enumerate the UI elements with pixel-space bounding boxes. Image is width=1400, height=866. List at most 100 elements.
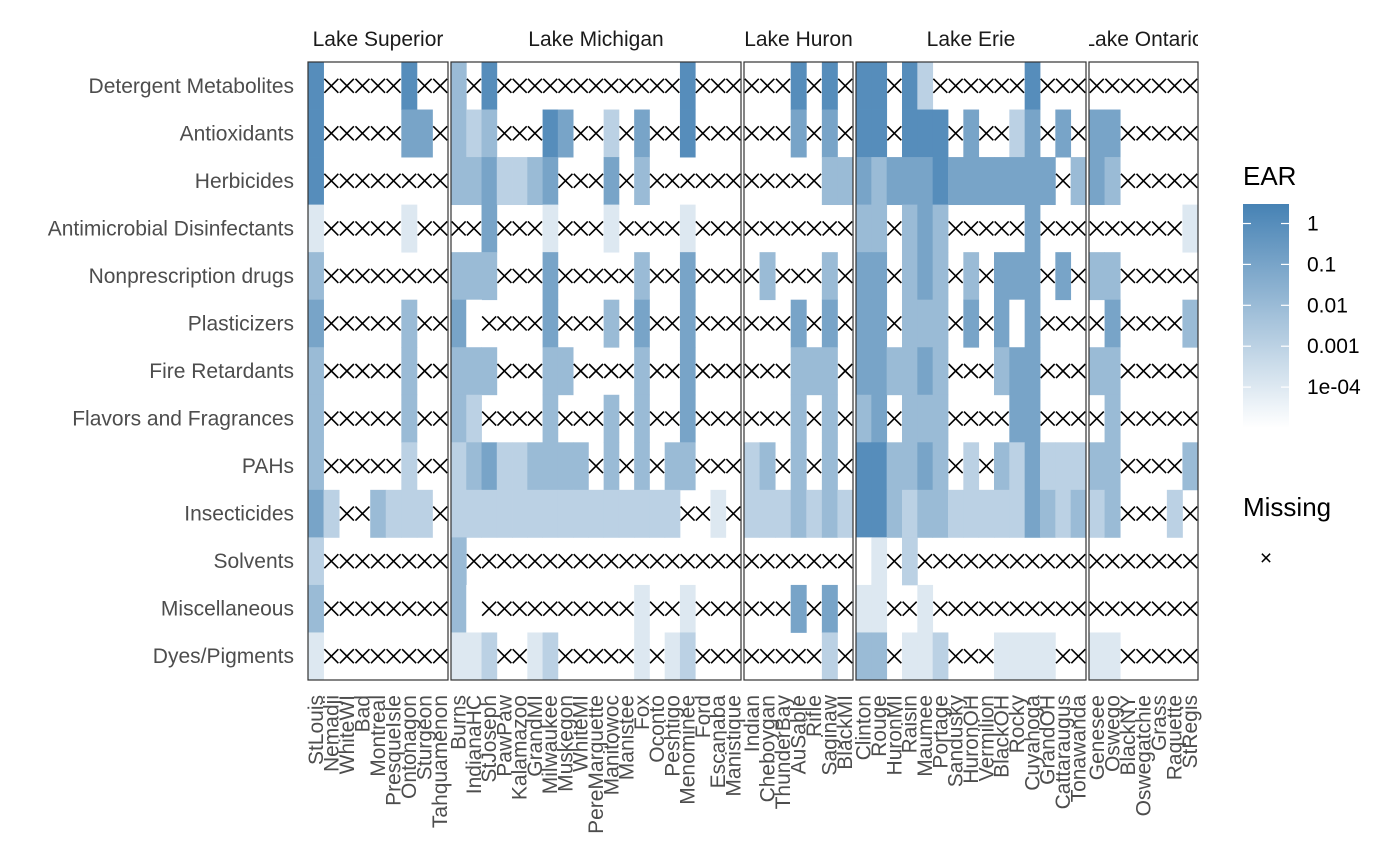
missing-stroke-b bbox=[385, 268, 402, 284]
missing-stroke-b bbox=[432, 363, 448, 379]
missing-mark-tahquamenon-pahs bbox=[432, 458, 448, 474]
panel-border-lake-erie bbox=[855, 61, 1087, 681]
cell-lake-michigan-fox-pahs bbox=[634, 442, 650, 491]
cell-lake-michigan-burns-pahs bbox=[451, 442, 467, 491]
missing-mark-manistique-miscellaneous bbox=[725, 601, 741, 617]
missing-stroke-b bbox=[432, 268, 448, 284]
missing-mark-grandoh-antioxidants bbox=[1040, 125, 1056, 141]
missing-mark-grandmi-fire-retardants bbox=[527, 363, 543, 379]
cell-lake-erie-clinton-pahs bbox=[856, 442, 872, 491]
missing-mark-fox-detergent-metabolites bbox=[634, 78, 650, 94]
missing-stroke-b bbox=[806, 601, 822, 617]
missing-mark-oswegatchie-herbicides bbox=[1135, 173, 1152, 189]
missing-stroke-b bbox=[1120, 458, 1136, 474]
missing-stroke-b bbox=[664, 220, 680, 236]
missing-mark-oswegatchie-plasticizers bbox=[1135, 315, 1152, 332]
missing-stroke-b bbox=[417, 220, 433, 236]
cell-lake-michigan-burns-nonprescription-drugs bbox=[451, 252, 467, 301]
col-label-manistee: Manistee bbox=[616, 695, 639, 780]
missing-mark-oconto-nonprescription-drugs bbox=[649, 268, 665, 284]
missing-mark-pawpaw-miscellaneous bbox=[496, 601, 512, 617]
missing-stroke-b bbox=[1151, 173, 1167, 189]
missing-stroke-b bbox=[557, 648, 574, 664]
missing-mark-blackny-plasticizers bbox=[1120, 315, 1136, 332]
missing-mark-kalamazoo-plasticizers bbox=[512, 315, 528, 332]
missing-mark-blackny-antimicrobial-disinfectants bbox=[1120, 220, 1136, 236]
missing-mark-bad-herbicides bbox=[354, 173, 371, 189]
missing-mark-menominee-solvents bbox=[680, 553, 696, 569]
cell-lake-superior-stlouis-solvents bbox=[308, 537, 324, 586]
missing-stroke-b bbox=[1104, 553, 1120, 569]
cell-lake-erie-cuyahoga-herbicides bbox=[1024, 157, 1041, 206]
missing-stroke-b bbox=[370, 173, 386, 189]
missing-mark-grandoh-miscellaneous bbox=[1040, 601, 1056, 617]
missing-mark-peshtigo-flavors-and-fragrances bbox=[664, 410, 680, 427]
missing-mark-montreal-antimicrobial-disinfectants bbox=[370, 220, 386, 236]
missing-stroke-b bbox=[963, 553, 979, 569]
col-label-presqueisle: PresqueIsle bbox=[383, 695, 406, 806]
missing-mark-vermilion-detergent-metabolites bbox=[978, 78, 994, 94]
missing-stroke-b bbox=[385, 315, 402, 332]
missing-stroke-b bbox=[1055, 220, 1071, 236]
missing-stroke-b bbox=[385, 173, 402, 189]
missing-stroke-b bbox=[432, 173, 448, 189]
cell-lake-michigan-burns-fire-retardants bbox=[451, 347, 467, 396]
missing-mark-blackoh-detergent-metabolites bbox=[994, 78, 1010, 94]
cell-lake-huron-saginaw-insecticides bbox=[821, 489, 838, 538]
missing-stroke-b bbox=[775, 220, 791, 236]
missing-mark-ausable-herbicides bbox=[790, 173, 807, 189]
missing-stroke-b bbox=[354, 410, 371, 427]
missing-stroke-b bbox=[417, 78, 433, 94]
missing-stroke-b bbox=[370, 78, 386, 94]
cell-lake-michigan-menominee-pahs bbox=[679, 442, 696, 491]
legend-title: EAR bbox=[1243, 161, 1296, 191]
missing-stroke-b bbox=[339, 173, 355, 189]
missing-mark-blackny-detergent-metabolites bbox=[1120, 78, 1136, 94]
cell-lake-huron-rifle-insecticides bbox=[806, 489, 823, 538]
missing-mark-ausable-antimicrobial-disinfectants bbox=[790, 220, 807, 236]
cell-lake-erie-rouge-detergent-metabolites bbox=[871, 62, 888, 110]
missing-mark-nemadji-antimicrobial-disinfectants bbox=[323, 220, 339, 236]
missing-mark-peshtigo-miscellaneous bbox=[664, 601, 680, 617]
cell-lake-michigan-menominee-antioxidants bbox=[679, 109, 696, 158]
missing-stroke-b bbox=[886, 553, 902, 569]
missing-mark-blackny-herbicides bbox=[1120, 173, 1136, 189]
missing-stroke-b bbox=[759, 363, 775, 379]
missing-mark-cheboygan-dyes-pigments bbox=[759, 648, 775, 664]
missing-stroke-b bbox=[323, 410, 339, 427]
missing-mark-peshtigo-antioxidants bbox=[664, 125, 680, 141]
cell-lake-michigan-burns-plasticizers bbox=[451, 299, 467, 348]
cell-lake-erie-blackoh-herbicides bbox=[994, 157, 1010, 206]
missing-stroke-b bbox=[775, 363, 791, 379]
missing-stroke-b bbox=[370, 125, 386, 141]
cell-lake-michigan-muskegon-fire-retardants bbox=[557, 347, 574, 396]
missing-stroke-b bbox=[744, 268, 760, 284]
cell-lake-huron-rifle-fire-retardants bbox=[806, 347, 823, 396]
missing-mark-montreal-miscellaneous bbox=[370, 601, 386, 617]
missing-mark-muskegon-herbicides bbox=[557, 173, 574, 189]
missing-mark-ford-plasticizers bbox=[695, 315, 711, 332]
cell-lake-erie-raisin-nonprescription-drugs bbox=[902, 252, 918, 301]
missing-stroke-b bbox=[603, 601, 619, 617]
cell-lake-michigan-indianahc-insecticides bbox=[466, 489, 482, 538]
cell-lake-michigan-indianahc-miscellaneous bbox=[466, 584, 482, 633]
missing-stroke-b bbox=[1167, 173, 1183, 189]
missing-mark-blackny-solvents bbox=[1120, 553, 1136, 569]
cell-lake-michigan-burns-herbicides bbox=[451, 157, 467, 206]
missing-stroke-b bbox=[822, 553, 838, 569]
col-label-muskegon: Muskegon bbox=[554, 695, 577, 792]
missing-mark-sturgeon-solvents bbox=[417, 553, 433, 569]
cell-lake-huron-saginaw-fire-retardants bbox=[821, 347, 838, 396]
cell-lake-erie-cattaraugus-pahs bbox=[1055, 442, 1072, 491]
missing-mark-cattaraugus-antimicrobial-disinfectants bbox=[1055, 220, 1071, 236]
missing-stroke-b bbox=[806, 315, 822, 332]
cell-lake-erie-rouge-miscellaneous bbox=[871, 584, 888, 633]
missing-stroke-b bbox=[618, 78, 635, 94]
missing-stroke-b bbox=[339, 410, 355, 427]
missing-stroke-b bbox=[725, 363, 741, 379]
cell-lake-erie-vermilion-insecticides bbox=[978, 489, 995, 538]
missing-stroke-b bbox=[710, 268, 726, 284]
missing-mark-manistique-pahs bbox=[725, 458, 741, 474]
missing-stroke-b bbox=[1070, 363, 1086, 379]
cell-lake-michigan-grandmi-dyes-pigments bbox=[527, 632, 543, 681]
